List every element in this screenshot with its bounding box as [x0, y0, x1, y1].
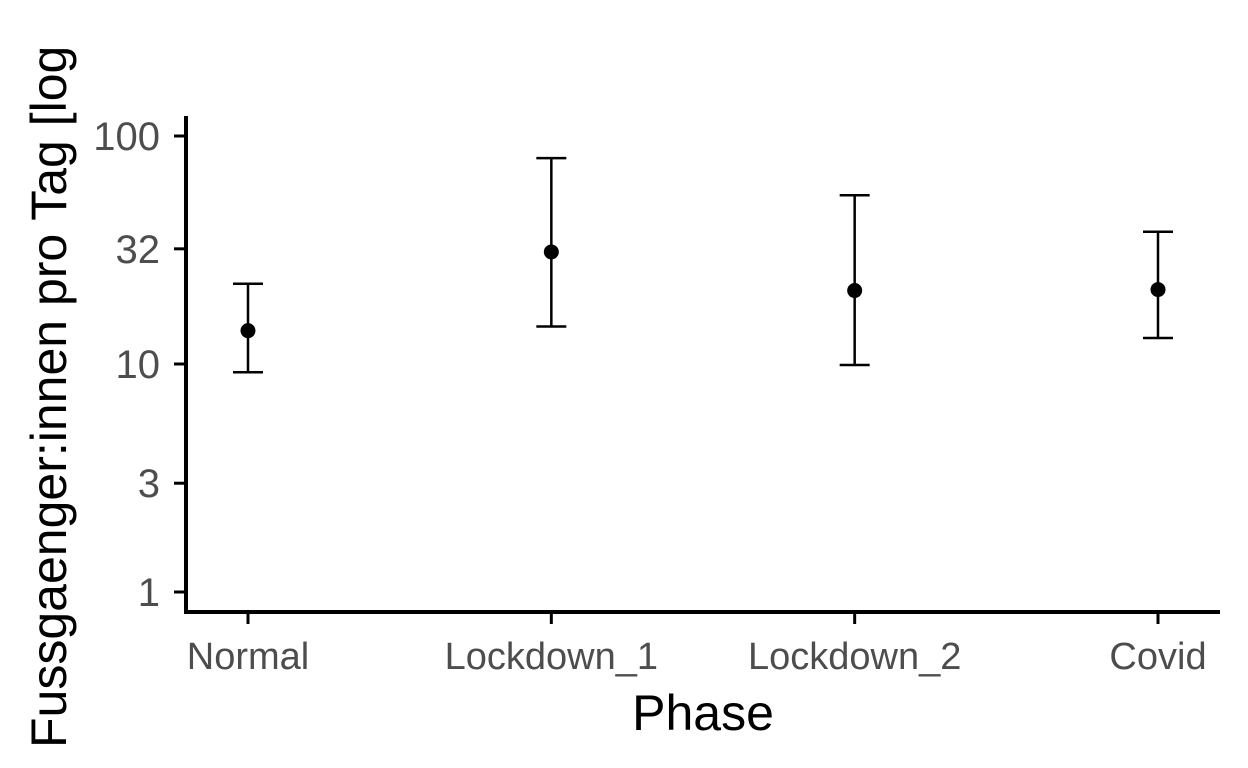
- x-axis-title: Phase: [632, 685, 774, 741]
- x-tick-label: Normal: [187, 636, 309, 678]
- data-point: [847, 283, 863, 299]
- y-axis-title: Fussgaenger:innen pro Tag [log: [21, 46, 77, 748]
- x-tick-label: Lockdown_1: [445, 636, 658, 678]
- y-tick-label: 100: [93, 115, 160, 159]
- y-tick-label: 3: [138, 462, 160, 506]
- y-axis-ticks: 1 3 10 32 100: [93, 115, 186, 615]
- y-tick-label: 10: [116, 343, 161, 387]
- x-tick-label: Lockdown_2: [748, 636, 961, 678]
- x-tick-label: Covid: [1109, 636, 1206, 678]
- x-axis-ticks: Normal Lockdown_1 Lockdown_2 Covid: [187, 612, 1207, 678]
- data-point-group: [1143, 230, 1173, 340]
- data-point: [240, 323, 256, 339]
- data-points: [233, 156, 1173, 374]
- data-point-group: [839, 193, 870, 367]
- data-point-group: [536, 156, 567, 328]
- data-point: [1150, 282, 1166, 298]
- data-point: [543, 244, 559, 260]
- y-tick-label: 32: [116, 228, 161, 272]
- data-point-group: [233, 282, 263, 374]
- y-tick-label: 1: [138, 571, 160, 615]
